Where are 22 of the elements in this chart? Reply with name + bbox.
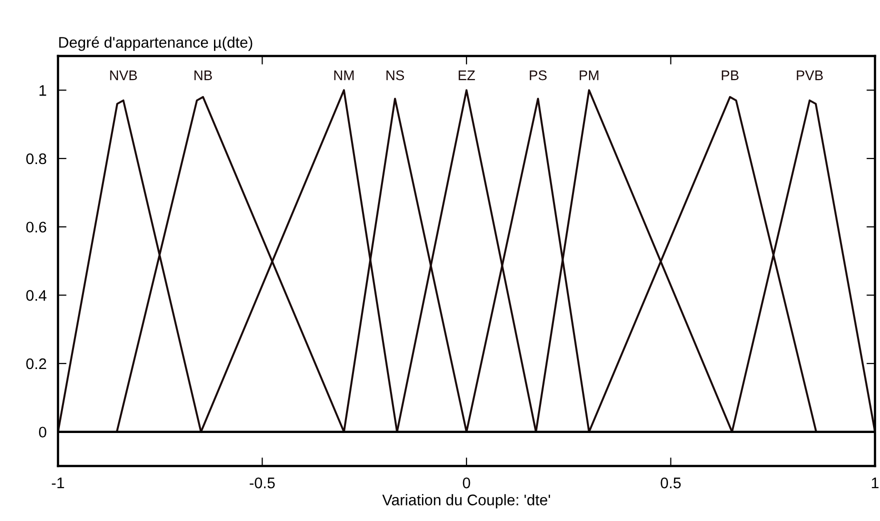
y-tick-label: 0 bbox=[38, 426, 46, 438]
series-label: PB bbox=[722, 70, 739, 80]
x-tick-label: -0.5 bbox=[250, 478, 275, 488]
series-label: NB bbox=[194, 70, 212, 80]
chart-title: Degré d'appartenance µ(dte) bbox=[59, 36, 252, 51]
y-tick-label: 0.4 bbox=[26, 290, 46, 301]
y-tick-label: 0.8 bbox=[26, 153, 46, 164]
x-tick-label: -1 bbox=[52, 478, 64, 488]
series-label: NS bbox=[386, 70, 404, 80]
series-label: PM bbox=[580, 70, 598, 80]
x-axis-title: Variation du Couple: 'dte' bbox=[382, 494, 550, 508]
y-tick-label: 0.6 bbox=[26, 222, 46, 233]
y-tick-label: 1 bbox=[40, 85, 46, 96]
y-tick-label: 0.2 bbox=[26, 358, 46, 370]
series-label: EZ bbox=[458, 70, 475, 80]
series-label: PS bbox=[530, 70, 547, 80]
series-label: NM bbox=[334, 70, 354, 80]
x-tick-label: 0 bbox=[462, 478, 470, 488]
series-label: NVB bbox=[110, 70, 137, 80]
series-label: PVB bbox=[796, 70, 823, 80]
x-tick-label: 1 bbox=[872, 478, 879, 488]
x-tick-label: 0.5 bbox=[660, 478, 681, 488]
